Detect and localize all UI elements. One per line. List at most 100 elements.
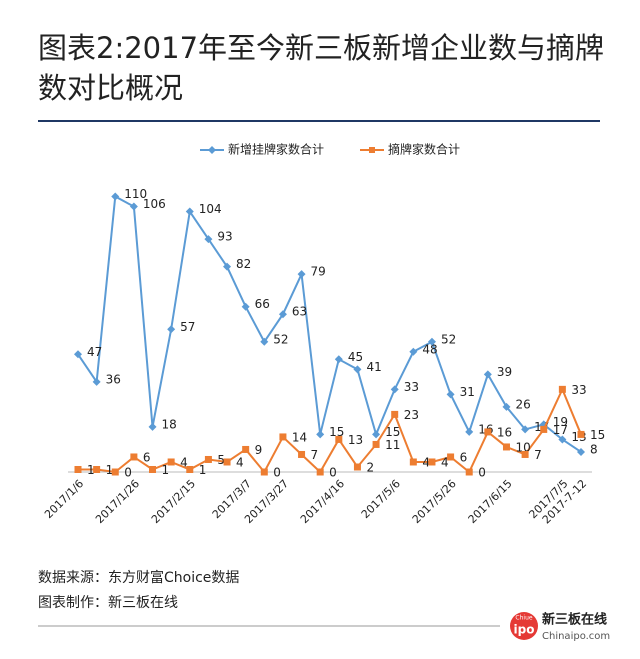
data-label: 6 [143,450,151,464]
point [521,450,529,458]
point [577,447,585,456]
point [241,302,250,311]
point [558,435,567,444]
point [353,365,362,374]
legend-label: 摘牌家数合计 [388,142,460,157]
point [74,465,82,473]
point [428,458,436,466]
data-label: 10 [515,440,530,454]
data-label: 39 [497,365,512,379]
point [167,458,175,466]
x-tick-label: 2017/4/16 [298,477,347,526]
point [335,435,343,443]
data-label: 82 [236,257,251,271]
logo-mark: ipo [514,623,535,637]
point [111,192,120,201]
data-label: 0 [478,466,486,480]
x-tick-label: 2017/5/26 [410,477,459,526]
data-label: 4 [236,455,244,469]
series-line [78,386,582,474]
data-label: 106 [143,197,166,211]
data-label: 14 [292,430,307,444]
data-label: 52 [441,332,456,346]
point [74,350,82,359]
data-label: 45 [348,350,363,364]
data-label: 15 [329,425,344,439]
logo-site: Chinaipo.com [542,631,610,642]
point [409,347,418,356]
data-label: 19 [553,415,568,429]
point [558,385,566,393]
x-tick-label: 2017/1/6 [42,477,86,521]
data-label: 1 [106,463,114,477]
point [167,325,176,334]
series-line [77,194,582,453]
point [465,468,473,476]
data-label: 110 [124,187,147,201]
data-label: 4 [180,455,188,469]
point [465,427,474,436]
point [111,468,119,476]
data-label: 2 [366,460,374,474]
point [223,262,232,271]
data-label: 7 [311,448,319,462]
point [316,430,325,439]
point [502,443,510,451]
point [204,455,212,463]
data-label: 33 [404,380,419,394]
point [260,468,268,476]
point [298,450,306,458]
data-label: 16 [497,425,512,439]
x-tick-label: 2017/6/15 [466,477,515,526]
data-label: 26 [515,397,530,411]
data-label: 1 [162,463,170,477]
data-label: 0 [273,466,281,480]
data-label: 15 [590,428,605,442]
data-label: 93 [217,230,232,244]
point [130,453,138,461]
x-tick-label: 2017/2/15 [149,477,198,526]
point [390,385,399,394]
data-label: 5 [217,453,225,467]
data-label: 79 [311,265,326,279]
logo-small: Chiue [515,615,532,622]
data-label: 15 [385,425,400,439]
logo-name: 新三板在线 [542,612,607,628]
data-label: 57 [180,320,195,334]
point [334,355,343,364]
point [93,465,101,473]
point [484,428,492,436]
point [316,468,324,476]
data-label: 104 [199,202,222,216]
x-tick-label: 2017/5/6 [359,477,403,521]
data-label: 17 [553,423,568,437]
point [447,453,455,461]
data-label: 1 [199,463,207,477]
chart-title: 图表2:2017年至今新三板新增企业数与摘牌数对比概况 [38,31,605,105]
point [278,310,287,319]
data-label: 13 [348,433,363,447]
data-label: 52 [273,332,288,346]
point [540,425,548,433]
point [92,377,101,386]
point [186,465,194,473]
point [521,425,530,434]
point [148,422,157,431]
data-label: 48 [422,342,437,356]
data-label: 66 [255,297,270,311]
data-label: 7 [534,448,542,462]
point [353,463,361,471]
data-label: 0 [124,466,132,480]
point [185,207,194,216]
logo-badge [510,612,538,640]
data-label: 41 [366,360,381,374]
data-label: 23 [404,408,419,422]
data-label: 11 [385,438,400,452]
data-label: 6 [460,450,468,464]
data-label: 33 [571,383,586,397]
point [129,202,138,211]
data-label: 4 [422,455,430,469]
point [446,390,455,399]
data-label: 9 [255,443,263,457]
